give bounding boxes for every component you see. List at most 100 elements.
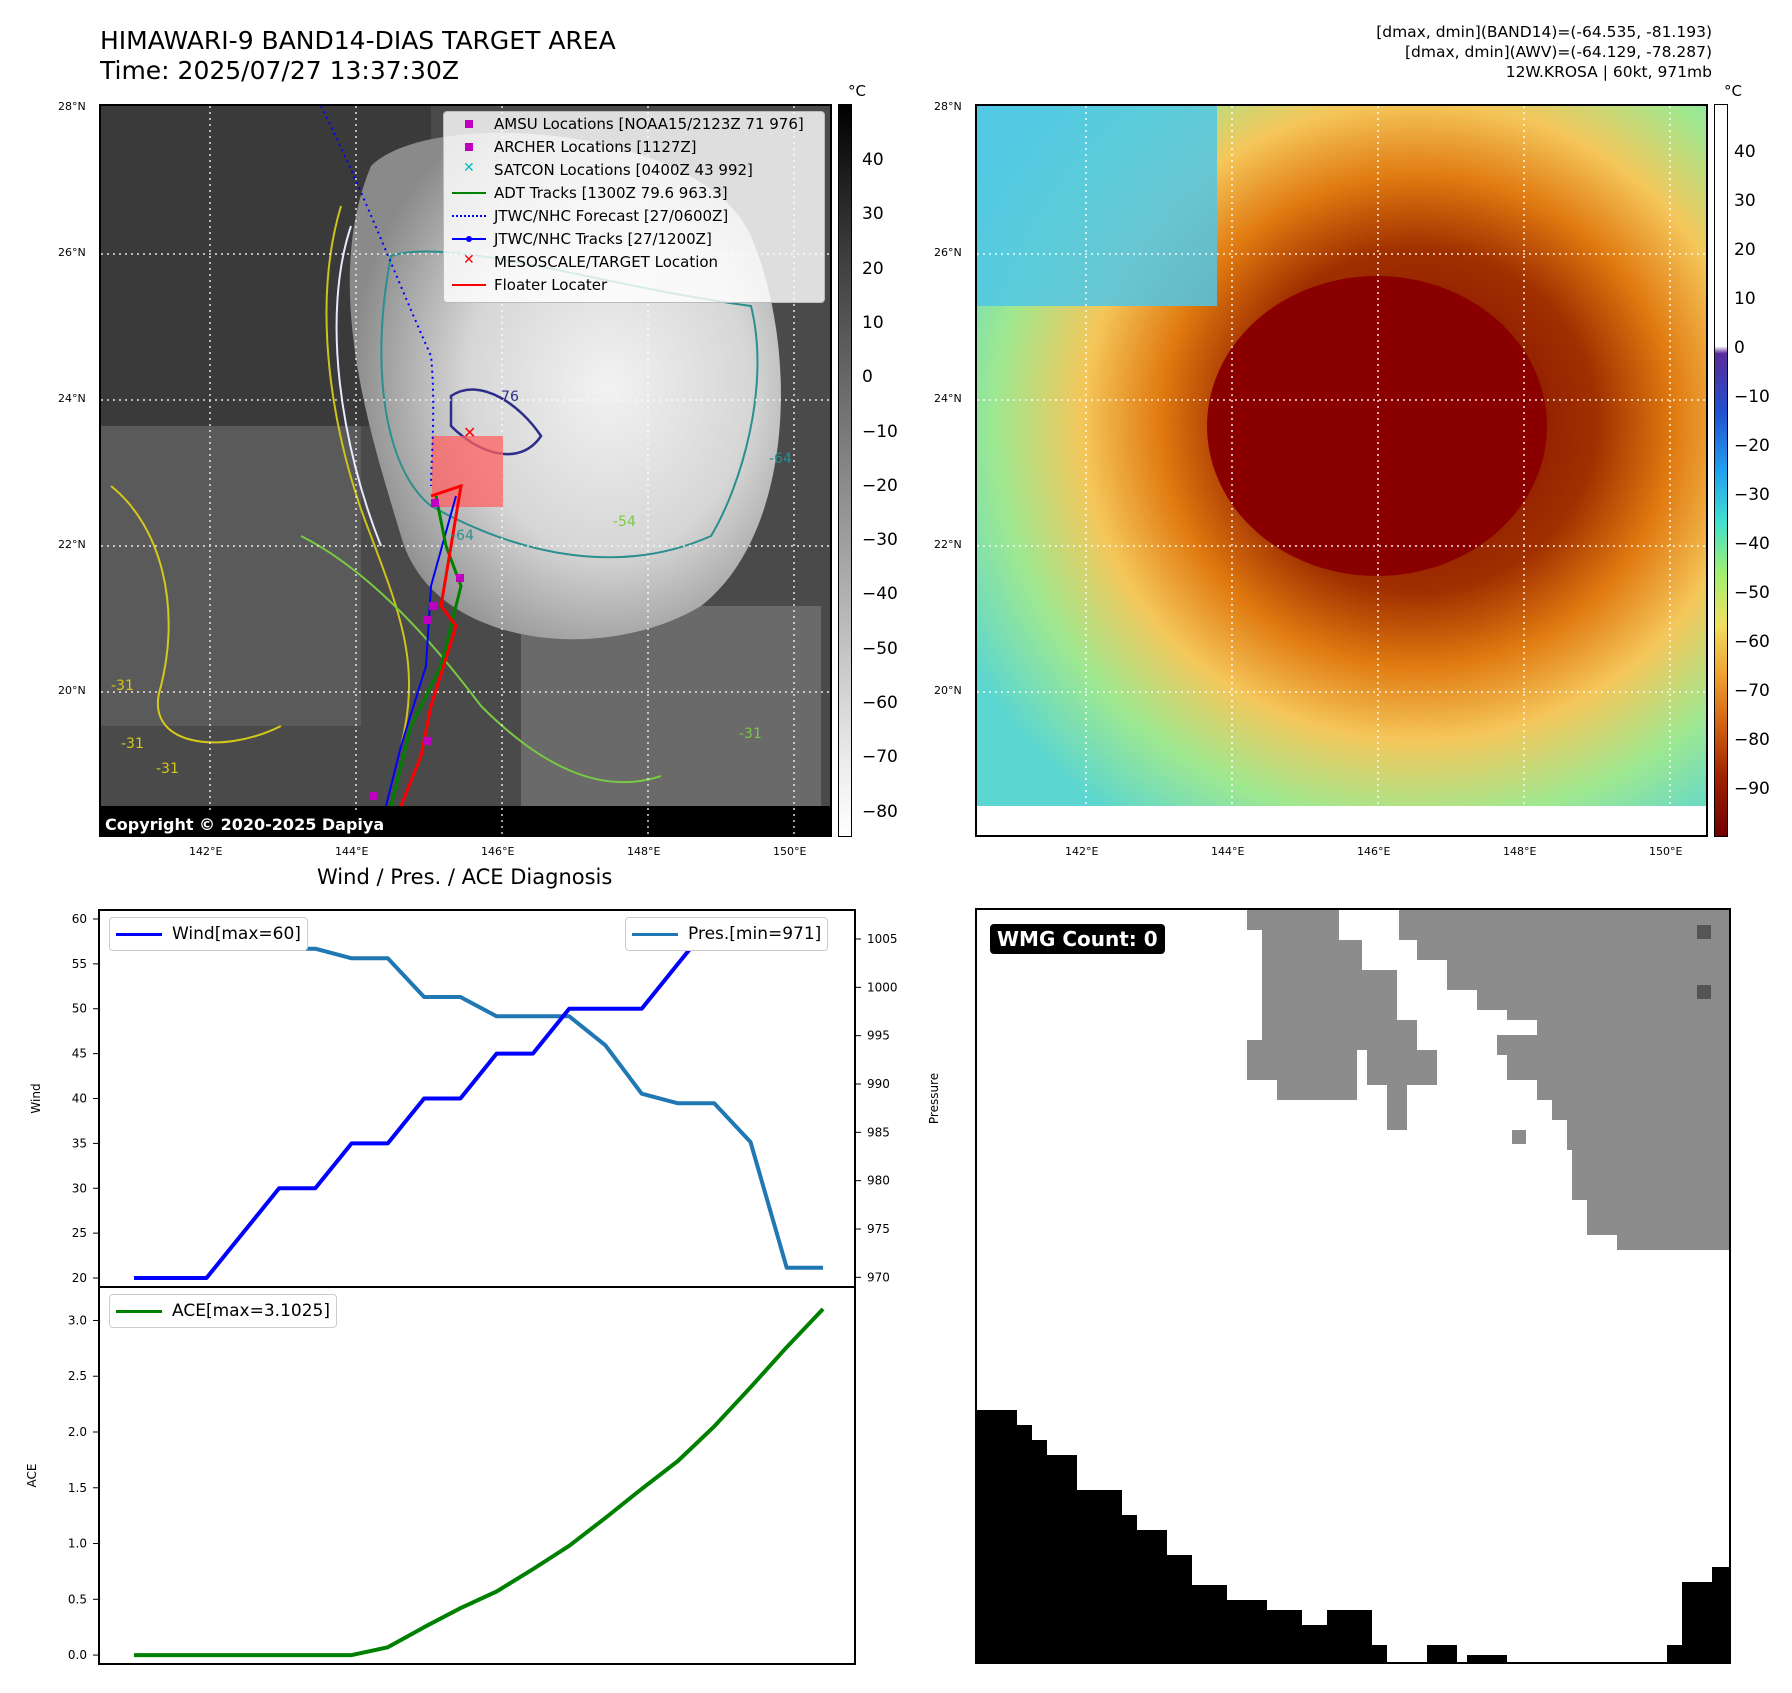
lat-label-28n-right: 28°N bbox=[934, 100, 962, 113]
ace-ytick-label-3: 1.5 bbox=[68, 1481, 87, 1495]
wind-ytick-label-5: 35 bbox=[72, 1136, 87, 1150]
lat-label-24n-right: 24°N bbox=[934, 392, 962, 405]
ace-legend-swatch bbox=[116, 1309, 162, 1313]
wind-ytick-label-4: 40 bbox=[72, 1092, 87, 1106]
awv-colorbar-tick-11: −70 bbox=[1734, 681, 1770, 701]
adt-track bbox=[389, 495, 463, 807]
wmg-mask-svg bbox=[977, 910, 1729, 1662]
contour-label-3: -64 bbox=[769, 451, 792, 467]
ir-colorbar bbox=[838, 104, 852, 837]
pressure-ytick-label-4: 985 bbox=[867, 1125, 890, 1139]
ace-ytick-label-1: 2.5 bbox=[68, 1369, 87, 1383]
ace-ytick-label-6: 0.0 bbox=[68, 1648, 87, 1662]
floater-locater-track bbox=[399, 483, 463, 807]
ace-axes bbox=[98, 1286, 856, 1665]
ir-colorbar-tick-10: −60 bbox=[862, 693, 898, 713]
ir-colorbar-tick-6: −20 bbox=[862, 475, 898, 496]
pressure-ytick-label-1: 1000 bbox=[867, 980, 898, 994]
lat-label-22n-right: 22°N bbox=[934, 538, 962, 551]
awv-gridlines bbox=[977, 106, 1706, 835]
awv-colorbar-tick-8: −40 bbox=[1734, 534, 1770, 554]
contour-label-1: -76 bbox=[496, 389, 519, 405]
awv-map-panel bbox=[975, 104, 1708, 837]
lon-label-150e-right: 150°E bbox=[1649, 845, 1683, 858]
main-title-line2: Time: 2025/07/27 13:37:30Z bbox=[100, 56, 459, 85]
ir-colorbar-tick-8: −40 bbox=[862, 584, 898, 605]
copyright-label: Copyright © 2020-2025 Dapiya bbox=[101, 813, 389, 835]
header-right-block: [dmax, dmin](BAND14)=(-64.535, -81.193) … bbox=[1376, 22, 1712, 82]
contour-label-2: -64 bbox=[451, 528, 474, 544]
awv-colorbar-unit: °C bbox=[1724, 82, 1742, 100]
wind-ytick-label-1: 55 bbox=[72, 957, 87, 971]
lon-label-150e-left: 150°E bbox=[773, 845, 807, 858]
main-title-line1: HIMAWARI-9 BAND14-DIAS TARGET AREA bbox=[100, 26, 616, 55]
jtwc-track bbox=[385, 495, 457, 807]
amsu-markers bbox=[369, 499, 464, 800]
awv-colorbar-tick-12: −80 bbox=[1734, 730, 1770, 750]
contour-label-5: -31 bbox=[111, 678, 134, 694]
pressure-ytick-label-6: 975 bbox=[867, 1222, 890, 1236]
awv-colorbar-tick-7: −30 bbox=[1734, 485, 1770, 505]
ir-colorbar-tick-7: −30 bbox=[862, 530, 898, 551]
lat-label-26n-right: 26°N bbox=[934, 246, 962, 259]
awv-colorbar-tick-6: −20 bbox=[1734, 436, 1770, 456]
diagnosis-chart-svg: 60 55 50 45 40 35 30 25 20 1005 1000 995 990 985 980 97… bbox=[25, 909, 941, 1665]
lon-label-142e-right: 142°E bbox=[1065, 845, 1099, 858]
wind-ytick-label-0: 60 bbox=[72, 912, 87, 926]
legend-item-satcon: ✕ SATCON Locations [0400Z 43 992] bbox=[463, 160, 753, 179]
awv-colorbar-tick-13: −90 bbox=[1734, 779, 1770, 799]
ace-ytick-label-4: 1.0 bbox=[68, 1537, 87, 1551]
awv-colorbar-tick-0: 40 bbox=[1734, 142, 1756, 162]
ir-map-panel: ✕ Copyright © 2020-2025 Dapiya -76 -64 -… bbox=[99, 104, 832, 837]
pressure-axis-label: Pressure bbox=[927, 1073, 941, 1124]
lon-label-144e-right: 144°E bbox=[1211, 845, 1245, 858]
ace-ytick-label-2: 2.0 bbox=[68, 1425, 87, 1439]
ace-series-line bbox=[134, 1307, 825, 1658]
lat-label-22n-left: 22°N bbox=[58, 538, 86, 551]
pressure-ytick-label-7: 970 bbox=[867, 1270, 890, 1284]
target-location-marker: ✕ bbox=[463, 423, 476, 442]
ir-colorbar-tick-3: 10 bbox=[862, 312, 884, 333]
pressure-ytick-label-3: 990 bbox=[867, 1077, 890, 1091]
wind-ytick-label-3: 45 bbox=[72, 1047, 87, 1061]
lon-label-148e-left: 148°E bbox=[627, 845, 661, 858]
wmg-count-badge: WMG Count: 0 bbox=[990, 924, 1165, 954]
band14-range: [dmax, dmin](BAND14)=(-64.535, -81.193) bbox=[1376, 23, 1712, 41]
ir-colorbar-unit: °C bbox=[848, 82, 866, 100]
target-area-box bbox=[432, 436, 503, 507]
pressure-ytick-label-0: 1005 bbox=[867, 932, 898, 946]
awv-colorbar-tick-9: −50 bbox=[1734, 583, 1770, 603]
pressure-ytick-label-2: 995 bbox=[867, 1029, 890, 1043]
wmg-black-region bbox=[977, 1410, 1729, 1662]
ace-axis-label: ACE bbox=[25, 1464, 39, 1488]
storm-info: 12W.KROSA | 60kt, 971mb bbox=[1505, 63, 1712, 81]
contour-label-7: -31 bbox=[156, 761, 179, 777]
pressure-series-line bbox=[134, 927, 823, 1270]
lat-label-28n-left: 28°N bbox=[58, 100, 86, 113]
pressure-legend-swatch bbox=[632, 932, 678, 936]
ir-colorbar-tick-2: 20 bbox=[862, 258, 884, 279]
lon-label-146e-right: 146°E bbox=[1357, 845, 1391, 858]
lon-label-146e-left: 146°E bbox=[481, 845, 515, 858]
legend-item-mesoscale: ✕ MESOSCALE/TARGET Location bbox=[463, 252, 719, 271]
legend-item-floater: Floater Locater bbox=[452, 275, 607, 295]
map-legend: AMSU Locations [NOAA15/2123Z 71 976] ARC… bbox=[443, 111, 825, 303]
ace-ytick-label-5: 0.5 bbox=[68, 1592, 87, 1606]
ir-colorbar-tick-11: −70 bbox=[862, 747, 898, 768]
wind-ytick-label-8: 20 bbox=[72, 1271, 87, 1285]
lon-label-142e-left: 142°E bbox=[189, 845, 223, 858]
lon-label-148e-right: 148°E bbox=[1503, 845, 1537, 858]
pressure-ytick-label-5: 980 bbox=[867, 1174, 890, 1188]
wind-pressure-axes bbox=[98, 909, 856, 1288]
ir-colorbar-tick-12: −80 bbox=[862, 801, 898, 822]
lon-label-144e-left: 144°E bbox=[335, 845, 369, 858]
jtwc-forecast-track bbox=[320, 106, 435, 487]
legend-item-archer: ARCHER Locations [1127Z] bbox=[452, 137, 697, 157]
awv-range: [dmax, dmin](AWV)=(-64.129, -78.287) bbox=[1405, 43, 1712, 61]
awv-colorbar-tick-5: −10 bbox=[1734, 387, 1770, 407]
contour-label-4: -54 bbox=[613, 514, 636, 530]
awv-map-svg bbox=[977, 106, 1706, 835]
wmg-gray-region bbox=[1247, 910, 1729, 1250]
awv-colorbar-tick-2: 20 bbox=[1734, 240, 1756, 260]
lat-label-26n-left: 26°N bbox=[58, 246, 86, 259]
